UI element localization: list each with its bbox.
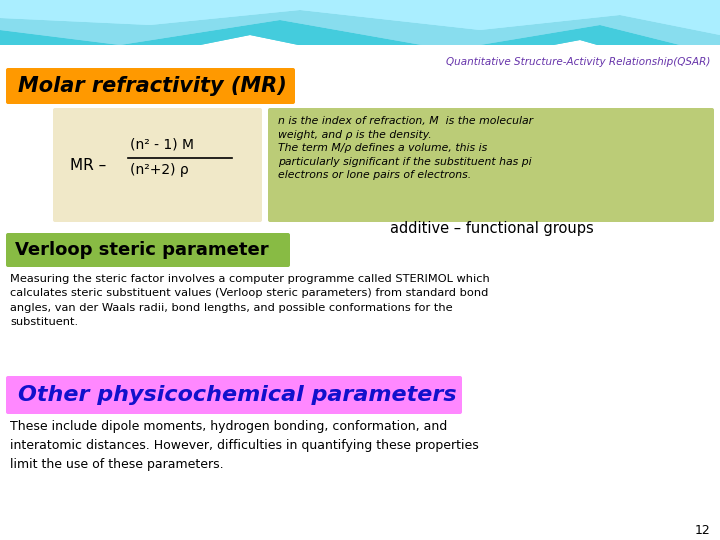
Text: Molar refractivity (MR): Molar refractivity (MR) bbox=[18, 76, 287, 96]
Text: (n² - 1) M: (n² - 1) M bbox=[130, 138, 194, 152]
FancyBboxPatch shape bbox=[6, 68, 295, 104]
Text: 12: 12 bbox=[694, 523, 710, 537]
FancyBboxPatch shape bbox=[6, 376, 462, 414]
Polygon shape bbox=[0, 0, 720, 35]
FancyBboxPatch shape bbox=[53, 108, 262, 222]
Polygon shape bbox=[0, 0, 720, 55]
Polygon shape bbox=[0, 0, 720, 80]
Text: Measuring the steric factor involves a computer programme called STERIMOL which
: Measuring the steric factor involves a c… bbox=[10, 274, 490, 327]
Polygon shape bbox=[0, 0, 720, 80]
Polygon shape bbox=[0, 0, 720, 55]
Text: n is the index of refraction, M  is the molecular
weight, and ρ is the density.
: n is the index of refraction, M is the m… bbox=[278, 116, 533, 180]
Text: MR –: MR – bbox=[70, 158, 107, 172]
FancyBboxPatch shape bbox=[268, 108, 714, 222]
Text: Other physicochemical parameters: Other physicochemical parameters bbox=[18, 385, 456, 405]
Text: Verloop steric parameter: Verloop steric parameter bbox=[15, 241, 269, 259]
Text: These include dipole moments, hydrogen bonding, conformation, and
interatomic di: These include dipole moments, hydrogen b… bbox=[10, 420, 479, 471]
FancyBboxPatch shape bbox=[6, 233, 290, 267]
Text: Quantitative Structure-Activity Relationship(QSAR): Quantitative Structure-Activity Relation… bbox=[446, 57, 710, 67]
Polygon shape bbox=[0, 0, 720, 35]
Text: additive – functional groups: additive – functional groups bbox=[390, 220, 594, 235]
Text: (n²+2) ρ: (n²+2) ρ bbox=[130, 163, 189, 177]
